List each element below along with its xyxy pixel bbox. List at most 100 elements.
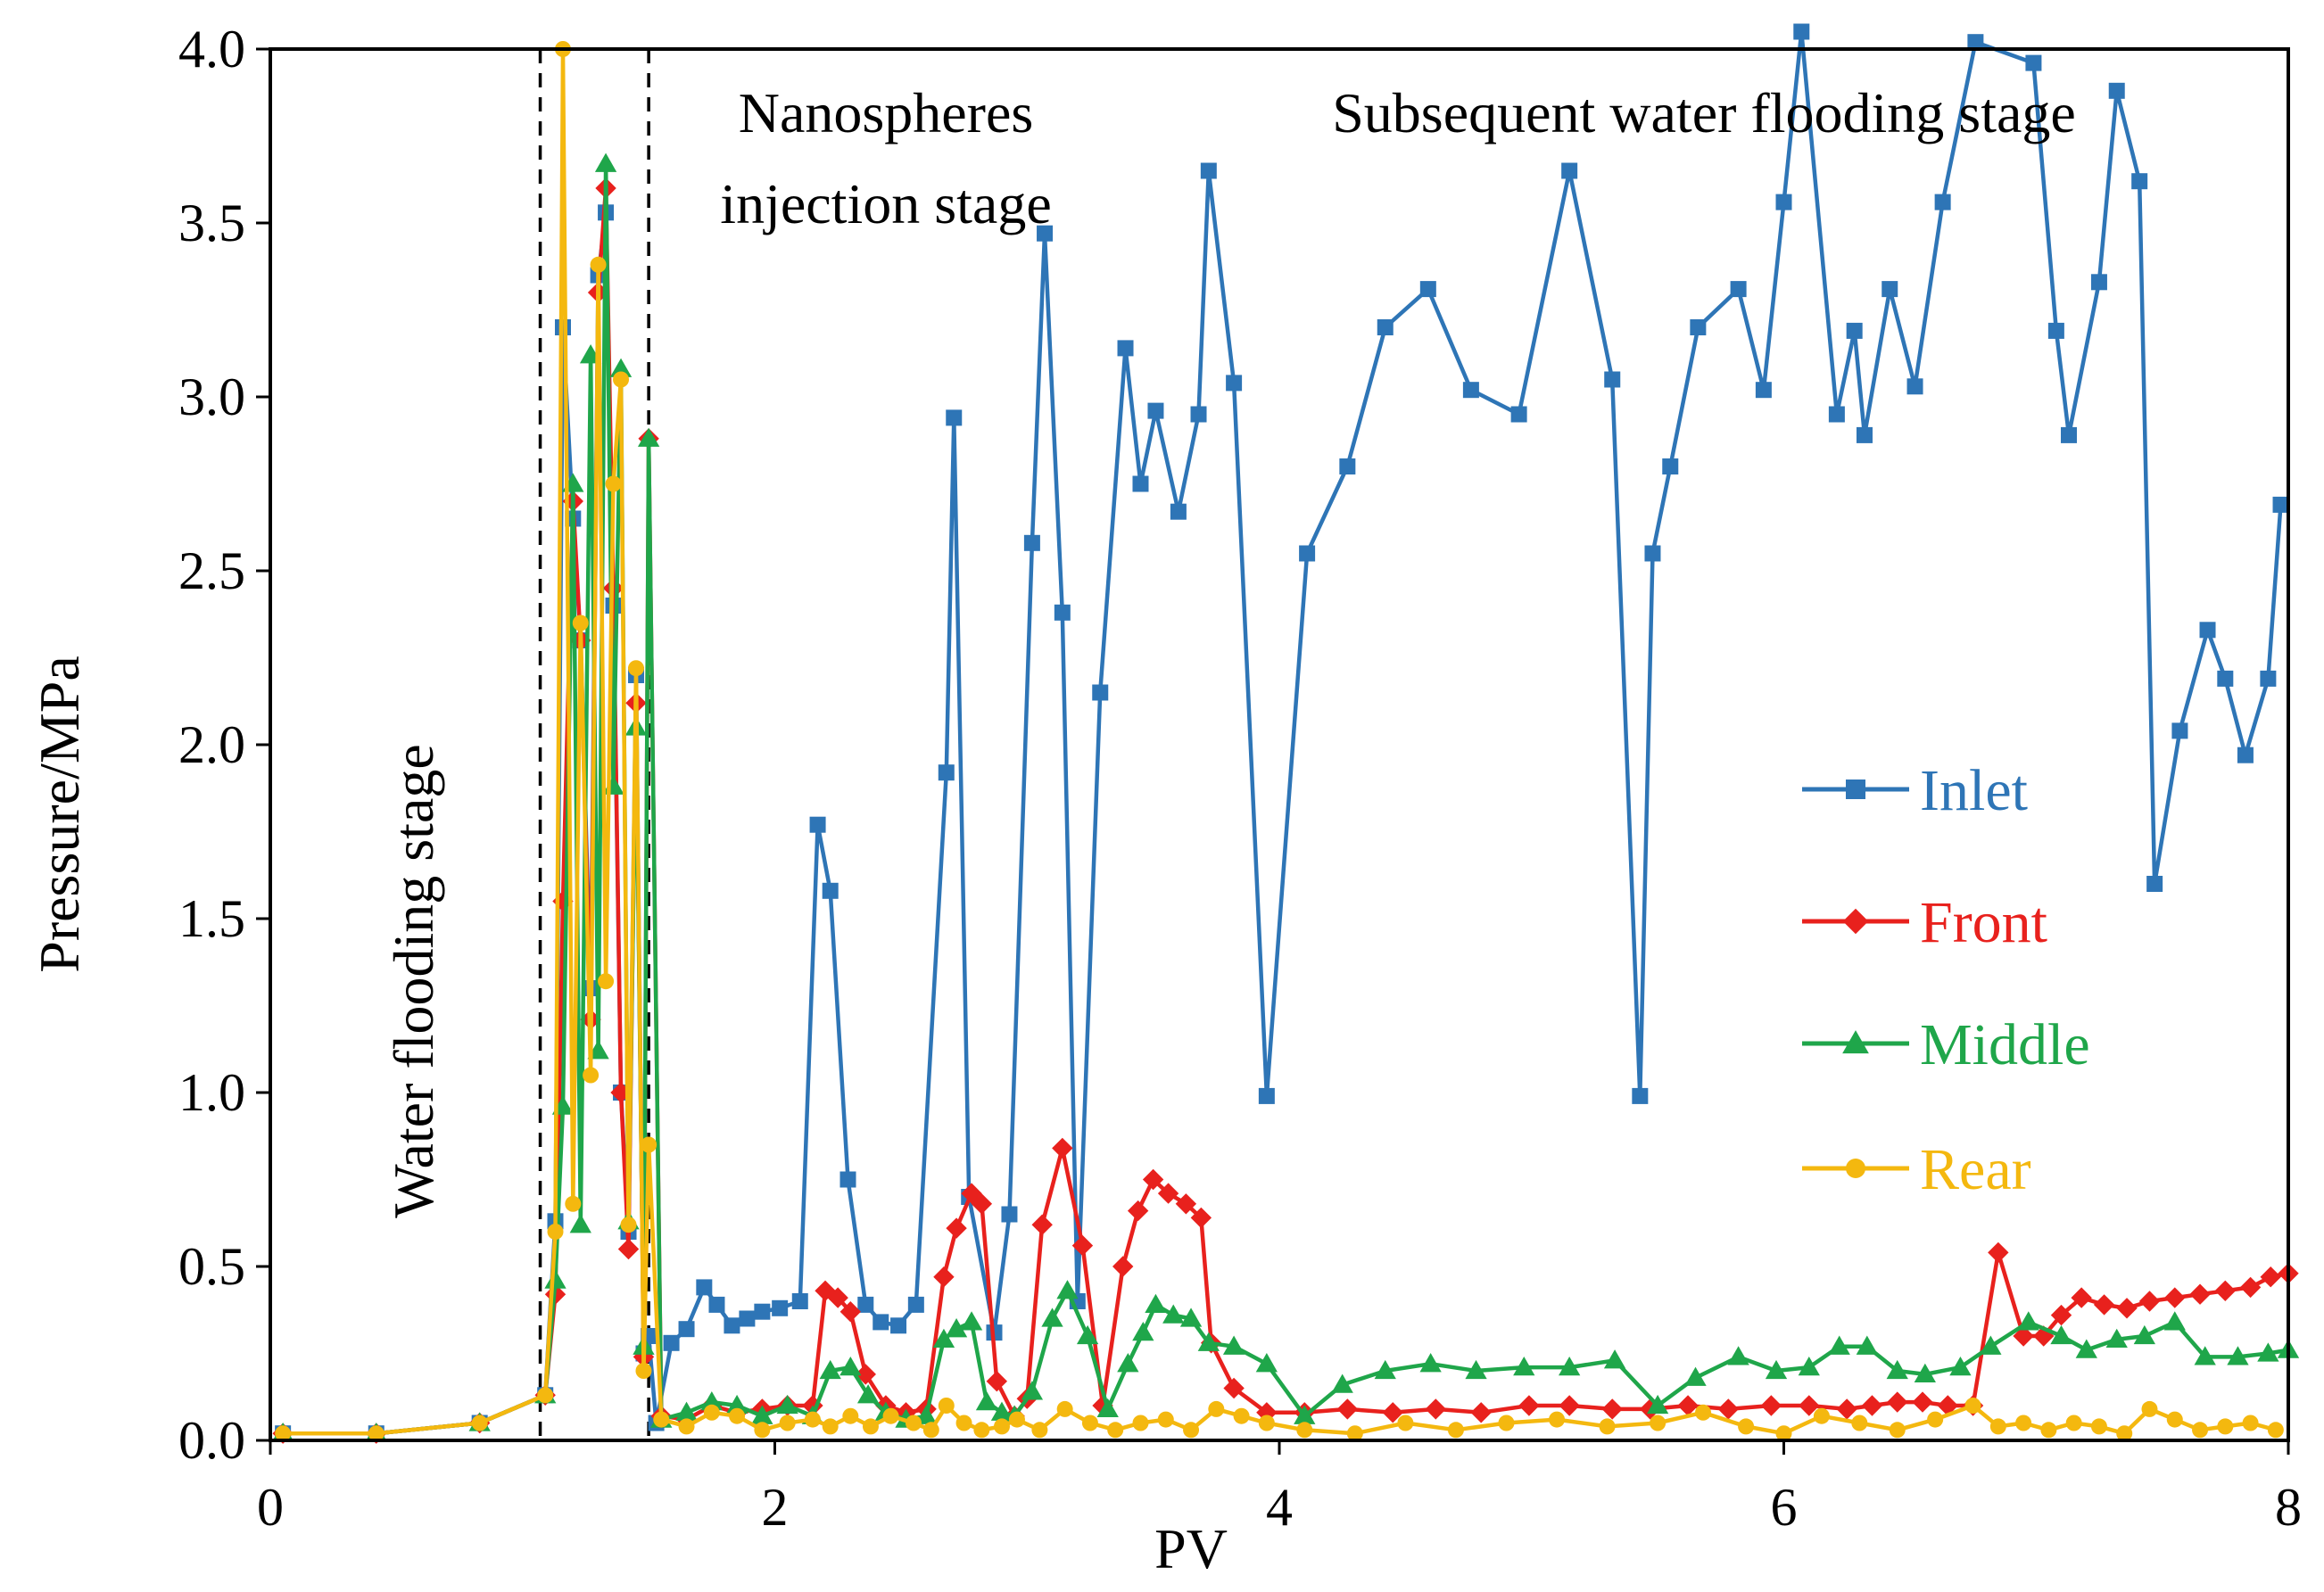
data-point-middle bbox=[1056, 1280, 1079, 1299]
x-axis: 0 2 4 6 8 bbox=[257, 1440, 2302, 1537]
data-point-middle bbox=[609, 358, 633, 377]
data-point-inlet bbox=[1092, 684, 1109, 701]
data-point-middle bbox=[1856, 1335, 1878, 1355]
data-point-front bbox=[1052, 1137, 1073, 1159]
data-point-front bbox=[986, 1371, 1008, 1392]
data-point-inlet bbox=[1200, 162, 1217, 179]
data-point-inlet bbox=[2047, 322, 2064, 339]
data-point-middle bbox=[2017, 1311, 2039, 1331]
y-tick-label: 2.5 bbox=[178, 541, 245, 600]
data-point-rear bbox=[1397, 1415, 1414, 1431]
data-point-middle bbox=[2194, 1346, 2216, 1365]
data-point-inlet bbox=[938, 764, 955, 781]
data-point-front bbox=[1157, 1183, 1179, 1204]
data-point-rear bbox=[2192, 1422, 2209, 1439]
data-point-inlet bbox=[1730, 281, 1747, 298]
data-point-front bbox=[1190, 1207, 1212, 1229]
data-point-front bbox=[1470, 1402, 1492, 1423]
x-tick-label: 4 bbox=[1266, 1478, 1293, 1537]
y-tick-label: 2.0 bbox=[178, 715, 245, 774]
y-tick-label: 1.5 bbox=[178, 889, 245, 948]
data-point-front bbox=[1175, 1193, 1197, 1215]
data-point-inlet bbox=[1882, 281, 1898, 298]
data-point-inlet bbox=[2199, 622, 2216, 639]
data-point-inlet bbox=[772, 1299, 789, 1316]
data-point-middle bbox=[1765, 1359, 1788, 1380]
data-point-inlet bbox=[791, 1293, 808, 1309]
legend-marker-inlet bbox=[1846, 780, 1865, 799]
data-point-rear bbox=[2116, 1425, 2133, 1442]
data-point-rear bbox=[1107, 1422, 1124, 1439]
data-point-middle bbox=[2050, 1324, 2072, 1345]
data-point-middle bbox=[725, 1394, 748, 1415]
legend-label-inlet: Inlet bbox=[1920, 758, 2028, 823]
data-point-inlet bbox=[839, 1171, 856, 1188]
data-point-middle bbox=[1646, 1394, 1669, 1415]
annotation-water-flooding: Water flooding stage bbox=[382, 744, 445, 1218]
x-tick-label: 6 bbox=[1771, 1478, 1798, 1537]
data-point-rear bbox=[703, 1404, 720, 1421]
data-point-middle bbox=[1559, 1356, 1581, 1376]
data-point-inlet bbox=[2217, 670, 2234, 687]
data-point-middle bbox=[1076, 1324, 1099, 1345]
data-point-rear bbox=[1964, 1398, 1981, 1414]
y-tick-label: 1.0 bbox=[178, 1063, 245, 1122]
legend-marker-middle bbox=[1842, 1030, 1869, 1054]
data-point-middle bbox=[1419, 1353, 1442, 1373]
data-point-rear bbox=[862, 1418, 879, 1435]
x-tick-label: 0 bbox=[257, 1478, 284, 1537]
data-point-rear bbox=[598, 973, 615, 990]
data-point-rear bbox=[275, 1425, 292, 1442]
data-point-middle bbox=[1145, 1293, 1167, 1314]
data-point-middle bbox=[2163, 1311, 2186, 1331]
data-point-middle bbox=[1096, 1398, 1119, 1418]
data-point-inlet bbox=[678, 1321, 695, 1338]
data-point-front bbox=[961, 1183, 982, 1204]
data-point-front bbox=[2164, 1287, 2186, 1308]
data-point-inlet bbox=[1299, 545, 1316, 562]
data-point-rear bbox=[1031, 1422, 1048, 1439]
data-point-rear bbox=[2267, 1422, 2284, 1439]
data-point-inlet bbox=[1828, 406, 1845, 423]
data-point-front bbox=[1336, 1398, 1359, 1420]
x-tick-label: 8 bbox=[2275, 1478, 2302, 1537]
data-point-middle bbox=[1331, 1373, 1353, 1393]
data-point-middle bbox=[915, 1405, 938, 1424]
data-point-middle bbox=[637, 427, 660, 447]
data-point-rear bbox=[2141, 1400, 2158, 1417]
data-point-inlet bbox=[1147, 402, 1164, 419]
data-point-middle bbox=[1021, 1381, 1044, 1400]
data-point-front bbox=[1092, 1395, 1113, 1416]
data-point-middle bbox=[569, 1214, 591, 1233]
data-point-rear bbox=[1813, 1407, 1830, 1424]
data-point-front bbox=[1836, 1398, 1857, 1420]
data-point-inlet bbox=[822, 882, 839, 899]
data-point-rear bbox=[1081, 1415, 1098, 1431]
data-point-front bbox=[1717, 1398, 1739, 1420]
data-point-middle bbox=[1374, 1359, 1396, 1380]
data-point-rear bbox=[882, 1407, 899, 1424]
legend-label-rear: Rear bbox=[1920, 1137, 2031, 1202]
data-point-inlet bbox=[2146, 876, 2163, 892]
data-point-middle bbox=[1513, 1356, 1535, 1376]
data-point-inlet bbox=[724, 1317, 740, 1334]
data-point-inlet bbox=[2260, 670, 2277, 687]
data-point-rear bbox=[804, 1411, 821, 1428]
data-point-front bbox=[2116, 1298, 2138, 1319]
legend-label-middle: Middle bbox=[1920, 1012, 2090, 1077]
data-point-rear bbox=[1695, 1404, 1712, 1421]
data-point-rear bbox=[471, 1415, 488, 1431]
data-point-front bbox=[1861, 1395, 1883, 1416]
data-point-front bbox=[1071, 1234, 1094, 1257]
data-point-rear bbox=[620, 1217, 637, 1233]
data-point-middle bbox=[975, 1390, 998, 1411]
data-point-rear bbox=[1008, 1411, 1025, 1428]
data-point-inlet bbox=[696, 1279, 713, 1296]
data-point-front bbox=[2071, 1287, 2092, 1308]
data-point-front bbox=[1518, 1395, 1540, 1416]
data-point-front bbox=[1382, 1402, 1403, 1423]
data-point-middle bbox=[1603, 1349, 1626, 1369]
data-point-middle bbox=[1980, 1335, 2002, 1355]
data-point-middle bbox=[819, 1359, 841, 1380]
